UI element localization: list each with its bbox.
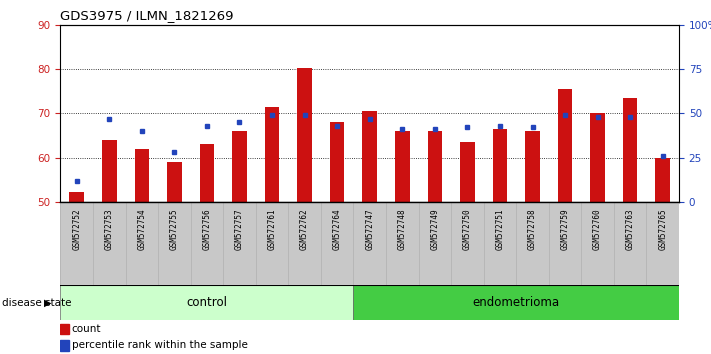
Text: GSM572762: GSM572762 [300, 209, 309, 250]
Text: GSM572749: GSM572749 [430, 209, 439, 250]
Text: GSM572761: GSM572761 [267, 209, 277, 250]
Bar [264, 107, 279, 202]
Text: GSM572764: GSM572764 [333, 209, 342, 250]
Text: GSM572758: GSM572758 [528, 209, 537, 250]
Text: GSM572760: GSM572760 [593, 209, 602, 250]
Text: GDS3975 / ILMN_1821269: GDS3975 / ILMN_1821269 [60, 9, 234, 22]
Bar [102, 140, 117, 202]
Text: GSM572747: GSM572747 [365, 209, 374, 250]
Bar [363, 111, 377, 202]
Bar [493, 129, 507, 202]
Text: GSM572750: GSM572750 [463, 209, 472, 250]
Text: GSM572757: GSM572757 [235, 209, 244, 250]
Text: disease state: disease state [2, 298, 72, 308]
Text: count: count [72, 324, 101, 334]
Text: GSM572753: GSM572753 [105, 209, 114, 250]
Bar [134, 149, 149, 202]
Bar [60, 340, 68, 350]
Text: ▶: ▶ [44, 298, 52, 308]
Bar [60, 324, 68, 335]
Bar [232, 131, 247, 202]
FancyBboxPatch shape [60, 285, 353, 320]
Bar [623, 98, 638, 202]
Bar [70, 192, 84, 202]
Text: GSM572765: GSM572765 [658, 209, 667, 250]
Text: endometrioma: endometrioma [473, 296, 560, 309]
Text: percentile rank within the sample: percentile rank within the sample [72, 340, 247, 350]
Bar [656, 158, 670, 202]
Bar [200, 144, 214, 202]
Bar [167, 162, 182, 202]
Text: GSM572748: GSM572748 [397, 209, 407, 250]
Text: control: control [186, 296, 228, 309]
Bar [427, 131, 442, 202]
Bar [525, 131, 540, 202]
Bar [297, 68, 312, 202]
Bar [460, 142, 475, 202]
Text: GSM572752: GSM572752 [73, 209, 81, 250]
Bar [590, 113, 605, 202]
Text: GSM572751: GSM572751 [496, 209, 504, 250]
Text: GSM572759: GSM572759 [560, 209, 570, 250]
FancyBboxPatch shape [353, 285, 679, 320]
Text: GSM572755: GSM572755 [170, 209, 179, 250]
Text: GSM572763: GSM572763 [626, 209, 635, 250]
Bar [395, 131, 410, 202]
Text: GSM572754: GSM572754 [137, 209, 146, 250]
Bar [330, 122, 345, 202]
Text: GSM572756: GSM572756 [203, 209, 211, 250]
Bar [557, 89, 572, 202]
